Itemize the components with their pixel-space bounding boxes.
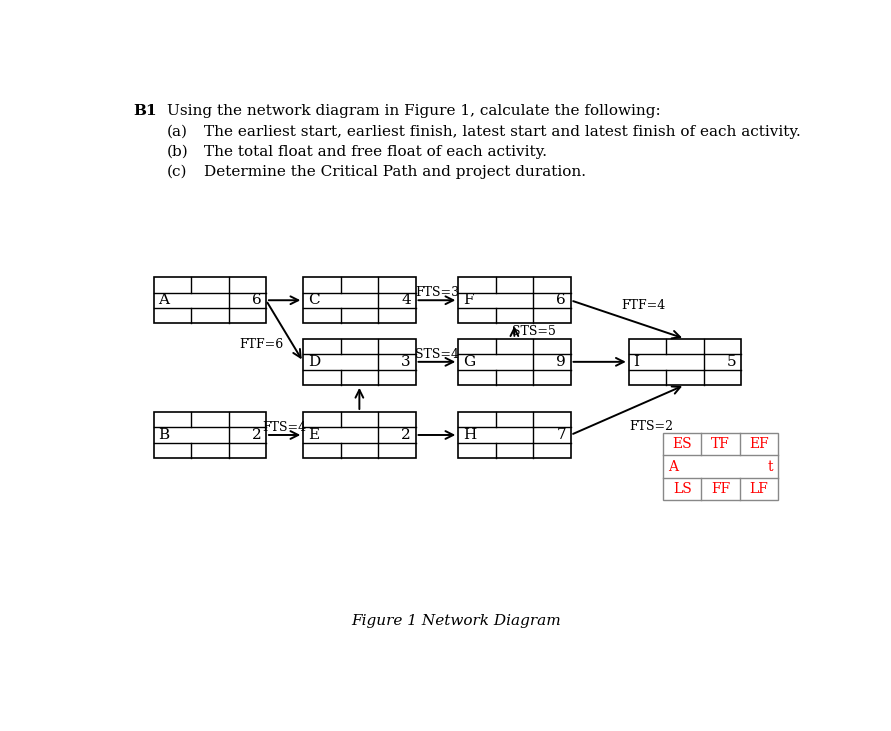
Bar: [303, 338, 415, 385]
Text: F: F: [462, 293, 473, 307]
Text: FTF=6: FTF=6: [239, 338, 283, 352]
Text: 2: 2: [401, 428, 411, 442]
Text: (b): (b): [168, 145, 189, 159]
Text: Figure 1 Network Diagram: Figure 1 Network Diagram: [351, 614, 561, 629]
Text: STS=5: STS=5: [511, 325, 556, 338]
Text: LS: LS: [673, 482, 691, 496]
Text: ES: ES: [673, 437, 692, 451]
Text: 7: 7: [556, 428, 566, 442]
Text: 2: 2: [251, 428, 261, 442]
Text: B: B: [159, 428, 169, 442]
Bar: [458, 338, 570, 385]
Text: FTS=2: FTS=2: [629, 420, 673, 433]
Text: 5: 5: [727, 355, 737, 369]
Bar: [153, 412, 266, 458]
Text: EF: EF: [748, 437, 769, 451]
Bar: [303, 412, 415, 458]
Bar: [458, 277, 570, 323]
Bar: [458, 412, 570, 458]
Text: G: G: [462, 355, 475, 369]
Text: 3: 3: [401, 355, 411, 369]
Text: 4: 4: [401, 293, 411, 307]
Text: Determine the Critical Path and project duration.: Determine the Critical Path and project …: [204, 164, 586, 178]
Text: 9: 9: [556, 355, 566, 369]
Text: E: E: [307, 428, 319, 442]
Text: 6: 6: [251, 293, 261, 307]
Text: STS=4: STS=4: [415, 348, 459, 360]
Text: t: t: [768, 460, 773, 474]
Text: The total float and free float of each activity.: The total float and free float of each a…: [204, 145, 547, 159]
Text: B1: B1: [133, 104, 157, 118]
Text: FF: FF: [711, 482, 730, 496]
Text: Using the network diagram in Figure 1, calculate the following:: Using the network diagram in Figure 1, c…: [168, 104, 661, 118]
Text: I: I: [634, 355, 640, 369]
Bar: [153, 277, 266, 323]
Text: D: D: [307, 355, 320, 369]
Text: H: H: [462, 428, 476, 442]
Bar: [629, 338, 741, 385]
Text: FTS=3: FTS=3: [415, 286, 459, 299]
Text: (c): (c): [168, 164, 188, 178]
Text: TF: TF: [711, 437, 730, 451]
Text: (a): (a): [168, 125, 188, 139]
Text: A: A: [668, 460, 678, 474]
Text: A: A: [159, 293, 169, 307]
Bar: [663, 433, 778, 501]
Text: FTS=4: FTS=4: [263, 421, 307, 433]
Text: The earliest start, earliest finish, latest start and latest finish of each acti: The earliest start, earliest finish, lat…: [204, 125, 801, 139]
Text: C: C: [307, 293, 320, 307]
Text: FTF=4: FTF=4: [621, 299, 666, 312]
Text: 6: 6: [556, 293, 566, 307]
Bar: [303, 277, 415, 323]
Text: LF: LF: [749, 482, 768, 496]
